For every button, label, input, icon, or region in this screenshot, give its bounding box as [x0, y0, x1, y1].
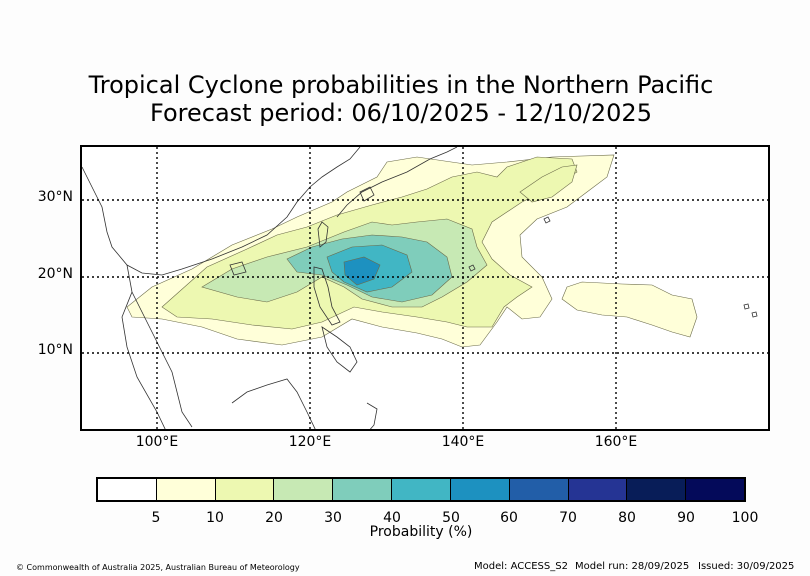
model-run-date: Model run: 28/09/2025	[575, 561, 690, 572]
model-name: Model: ACCESS_S2	[474, 561, 568, 572]
coast-hainan	[229, 261, 247, 276]
coast-luzon	[313, 266, 341, 326]
colorbar-tick: 20	[265, 510, 283, 526]
colorbar-tick: 10	[206, 510, 224, 526]
colorbar-segment-9	[627, 479, 687, 500]
coast-borneo	[231, 378, 316, 429]
colorbar-tick: 90	[677, 510, 695, 526]
coast-philippines-south	[321, 326, 358, 373]
map-panel	[80, 145, 770, 431]
issued-date: Issued: 30/09/2025	[698, 561, 795, 572]
coastlines	[82, 147, 758, 429]
probability-colorbar	[96, 477, 746, 502]
coast-north-pac-islands	[468, 216, 758, 318]
coast-kyushu	[359, 186, 375, 202]
colorbar-tick: 100	[731, 510, 759, 526]
gridlines	[82, 147, 768, 429]
colorbar-tick: 30	[324, 510, 342, 526]
coast-japan	[336, 147, 458, 218]
lat-label-30n: 30°N	[37, 189, 73, 205]
colorbar-tick: 40	[383, 510, 401, 526]
colorbar-tick: 50	[442, 510, 460, 526]
lon-label-160e: 160°E	[594, 434, 638, 450]
colorbar-segment-8	[568, 479, 628, 500]
colorbar-segment-7	[509, 479, 569, 500]
lat-label-20n: 20°N	[37, 266, 73, 282]
contour-5-10-east	[561, 281, 698, 338]
contour-10-20-ne	[519, 164, 578, 203]
coast-sulawesi	[366, 402, 378, 429]
colorbar-segment-3	[274, 479, 334, 500]
coast-china	[82, 147, 361, 276]
lon-label-120e: 120°E	[288, 434, 332, 450]
coast-taiwan	[317, 221, 329, 248]
colorbar-tick: 80	[618, 510, 636, 526]
colorbar-label: Probability (%)	[369, 524, 473, 540]
coast-indochina	[126, 264, 193, 428]
colorbar-segment-1	[156, 479, 216, 500]
copyright-text: © Commonwealth of Australia 2025, Austra…	[16, 563, 300, 572]
probability-contours	[126, 154, 698, 348]
colorbar-segment-5	[392, 479, 451, 500]
lon-label-140e: 140°E	[441, 434, 485, 450]
lon-label-100e: 100°E	[135, 434, 179, 450]
colorbar-tick: 5	[151, 510, 161, 526]
colorbar-segment-2	[215, 479, 275, 500]
lat-label-10n: 10°N	[37, 342, 73, 358]
colorbar-segment-10	[686, 479, 744, 500]
colorbar-tick: 70	[559, 510, 577, 526]
contour-50-60	[343, 256, 381, 286]
title-line-1: Tropical Cyclone probabilities in the No…	[88, 71, 714, 99]
colorbar-segment-0	[98, 479, 157, 500]
colorbar-tick: 60	[500, 510, 518, 526]
colorbar-segment-6	[450, 479, 510, 500]
colorbar-segment-4	[333, 479, 393, 500]
coast-malay	[121, 291, 166, 429]
title-line-2: Forecast period: 06/10/2025 - 12/10/2025	[150, 99, 652, 127]
